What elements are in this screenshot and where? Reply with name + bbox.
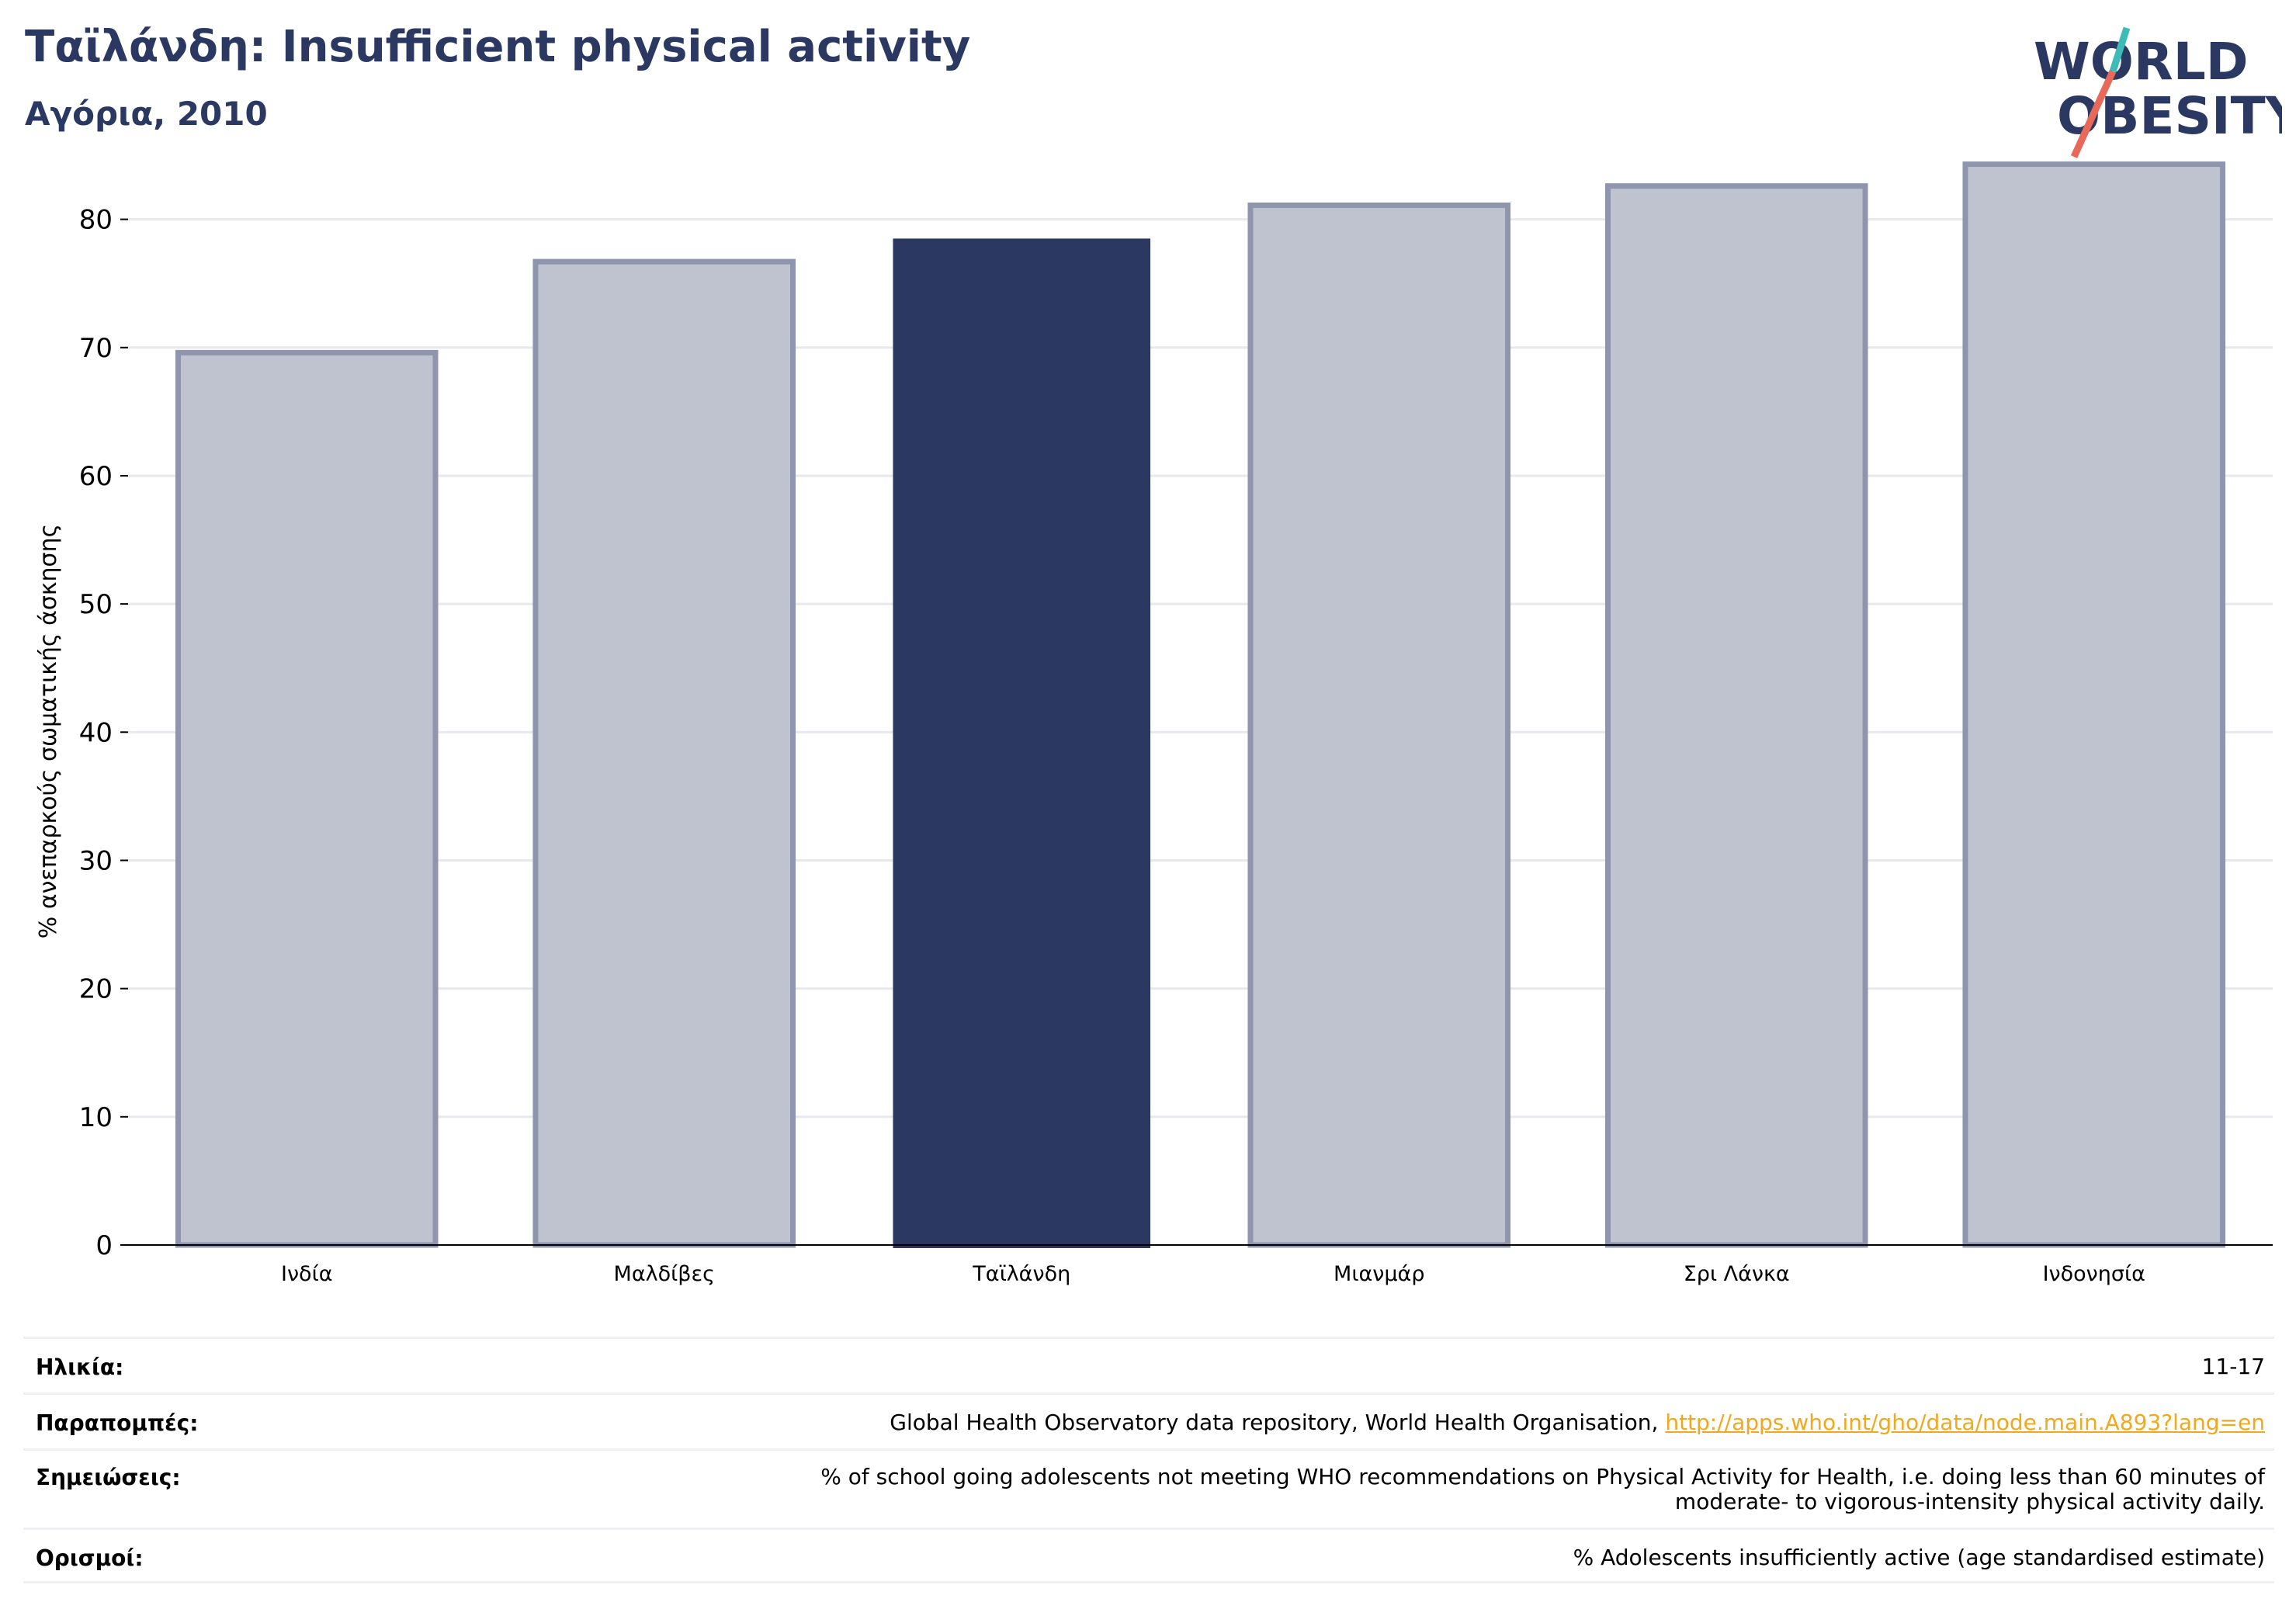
- chart-title: Ταϊλάνδη: Insufficient physical activity: [25, 22, 971, 72]
- y-tick-label: 80: [79, 205, 113, 236]
- x-tick-label: Μιανμάρ: [1334, 1262, 1424, 1286]
- info-row-age: Ηλικία: 11-17: [23, 1337, 2274, 1392]
- references-value: Global Health Observatory data repositor…: [890, 1410, 2274, 1435]
- age-label: Ηλικία:: [36, 1354, 124, 1380]
- y-tick-labels: 0 10 20 30 40 50 60 70 80: [79, 205, 113, 1261]
- bar-chart: 0 10 20 30 40 50 60 70 80 Ινδία Μαλδίβες Ταϊλάνδη Μ…: [35, 161, 2273, 1286]
- logo-slash-red: [2070, 70, 2117, 158]
- references-text: Global Health Observatory data repositor…: [890, 1410, 1666, 1435]
- y-tick-label: 40: [79, 717, 113, 748]
- y-axis-label: % ανεπαρκούς σωματικής άσκησης: [35, 524, 62, 938]
- bar: [1604, 183, 1868, 1248]
- logo-slash-teal: [2109, 26, 2131, 73]
- definitions-value: % Adolescents insufficiently active (age…: [1573, 1545, 2265, 1570]
- references-label: Παραπομπές:: [36, 1410, 199, 1436]
- x-tick-label: Ινδία: [281, 1262, 333, 1286]
- grid-lines: [120, 218, 2273, 1246]
- info-row-notes: Σημειώσεις: % of school going adolescent…: [23, 1448, 2274, 1528]
- info-row-definitions: Ορισμοί: % Adolescents insufficiently ac…: [23, 1528, 2274, 1583]
- chart-subtitle: Αγόρια, 2010: [25, 95, 268, 133]
- logo-text-world: WORLD: [2034, 32, 2249, 92]
- x-tick-label: Ταϊλάνδη: [972, 1262, 1070, 1286]
- y-tick-label: 60: [79, 461, 113, 492]
- info-table: Ηλικία: 11-17 Παραπομπές: Global Health …: [23, 1337, 2274, 1583]
- bar: [1962, 161, 2226, 1248]
- x-tick-label: Σρι Λάνκα: [1684, 1262, 1790, 1286]
- y-tick-label: 50: [79, 589, 113, 620]
- y-tick-label: 30: [79, 845, 113, 876]
- references-link[interactable]: http://apps.who.int/gho/data/node.main.A…: [1665, 1410, 2265, 1435]
- x-tick-label: Ινδονησία: [2043, 1262, 2145, 1286]
- notes-value: % of school going adolescents not meetin…: [820, 1465, 2274, 1514]
- x-tick-label: Μαλδίβες: [614, 1262, 715, 1286]
- info-row-references: Παραπομπές: Global Health Observatory da…: [23, 1392, 2274, 1448]
- bar-highlighted: [893, 238, 1151, 1248]
- bars: [175, 161, 2226, 1248]
- definitions-label: Ορισμοί:: [36, 1545, 144, 1571]
- world-obesity-logo: WORLD OBESITY: [2034, 26, 2282, 158]
- bar: [175, 349, 439, 1248]
- notes-line-1: % of school going adolescents not meetin…: [820, 1464, 2265, 1489]
- notes-line-2: moderate- to vigorous-intensity physical…: [1674, 1489, 2265, 1514]
- age-value: 11-17: [2201, 1354, 2265, 1379]
- bar: [1247, 202, 1511, 1248]
- y-tick-label: 10: [79, 1102, 113, 1133]
- bar: [532, 258, 796, 1248]
- y-tick-label: 0: [95, 1230, 113, 1261]
- y-tick-label: 20: [79, 974, 113, 1005]
- y-tick-label: 70: [79, 333, 113, 364]
- notes-label: Σημειώσεις:: [36, 1465, 181, 1490]
- x-tick-labels: Ινδία Μαλδίβες Ταϊλάνδη Μιανμάρ Σρι Λάνκα Ινδ…: [281, 1262, 2145, 1286]
